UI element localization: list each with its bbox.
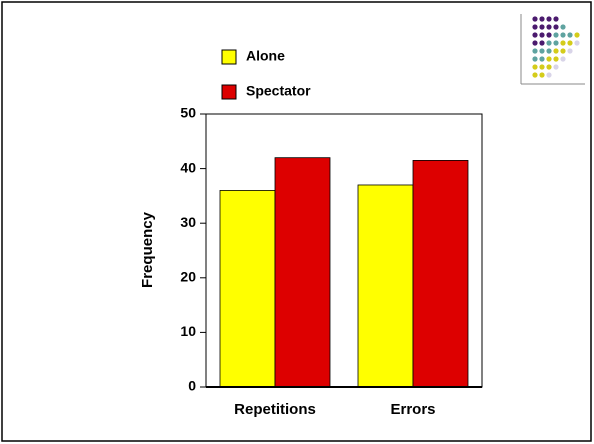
decoration <box>520 14 585 85</box>
y-tick-label: 50 <box>180 105 196 121</box>
legend-swatch <box>221 84 237 100</box>
legend-label: Alone <box>246 48 285 64</box>
y-tick-label: 40 <box>180 159 196 175</box>
y-tick-label: 20 <box>180 269 196 285</box>
y-tick-label: 10 <box>180 323 196 339</box>
bar <box>357 184 414 388</box>
legend-label: Spectator <box>246 83 311 99</box>
bar <box>219 190 276 388</box>
bar <box>274 157 331 388</box>
legend-swatch <box>221 49 237 65</box>
x-tick-label: Errors <box>390 401 435 418</box>
y-tick-label: 30 <box>180 214 196 230</box>
y-tick-label: 0 <box>188 378 196 394</box>
bar <box>412 160 469 388</box>
x-tick-label: Repetitions <box>234 401 316 418</box>
y-axis-label: Frequency <box>139 211 156 288</box>
